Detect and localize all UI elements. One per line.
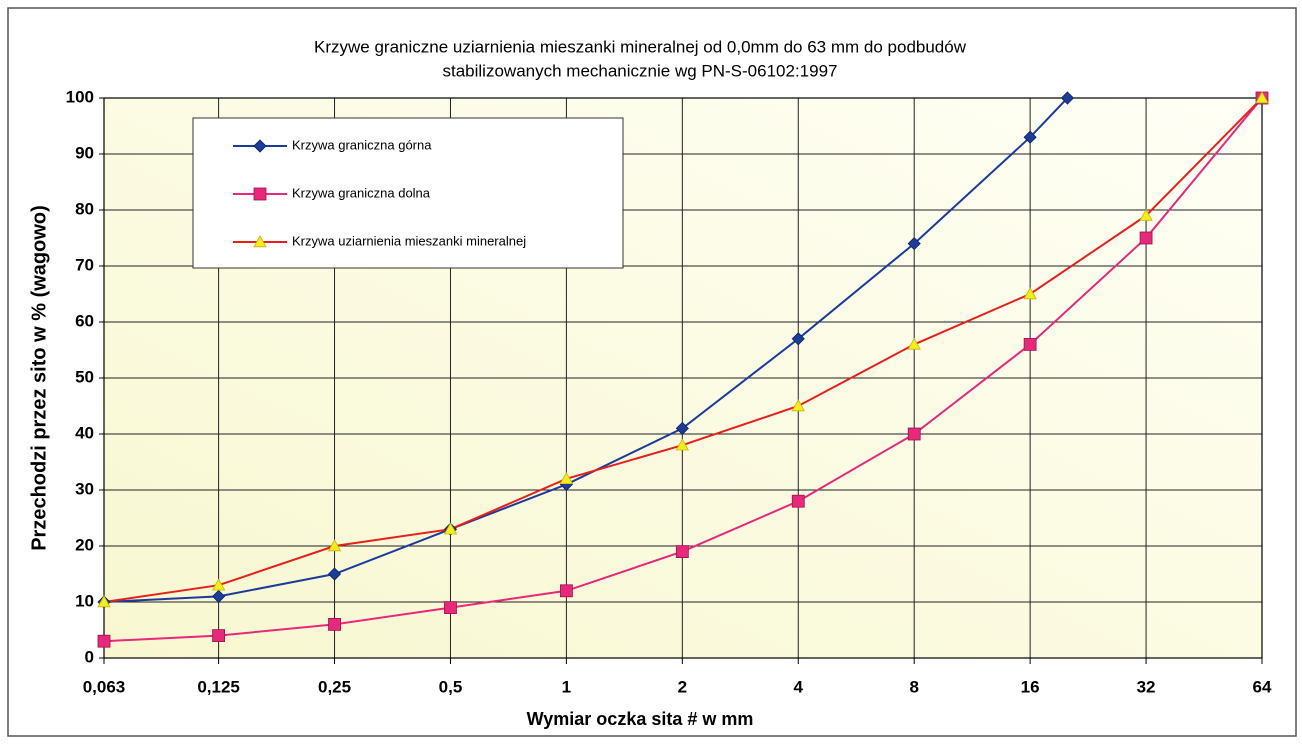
point <box>1023 130 1037 144</box>
point <box>675 438 690 451</box>
x-axis-label: Wymiar oczka sita # w mm <box>527 709 754 729</box>
legend-marker <box>253 235 267 248</box>
y-tick-label: 70 <box>75 255 94 274</box>
chart-title: Krzywe graniczne uziarnienia mieszanki m… <box>314 37 967 56</box>
point <box>1255 91 1269 104</box>
x-tick-label: 16 <box>1021 677 1040 696</box>
legend-label: Krzywa uziarnienia mieszanki mineralnej <box>292 233 526 248</box>
point <box>791 399 805 412</box>
y-tick-label: 0 <box>85 647 94 666</box>
point <box>1139 231 1153 245</box>
y-tick-label: 10 <box>75 591 94 610</box>
legend-marker <box>253 139 267 153</box>
legend-marker <box>253 187 267 201</box>
x-tick-label: 32 <box>1137 677 1156 696</box>
x-tick-label: 1 <box>562 677 571 696</box>
y-tick-label: 30 <box>75 479 94 498</box>
point <box>328 618 341 631</box>
x-tick-label: 0,125 <box>197 677 240 696</box>
legend-label: Krzywa graniczna górna <box>292 137 432 152</box>
point <box>675 421 689 435</box>
point <box>212 589 226 603</box>
point <box>907 427 921 441</box>
x-tick-label: 4 <box>794 677 804 696</box>
point <box>560 584 573 598</box>
point <box>97 595 111 608</box>
point <box>443 522 458 535</box>
point <box>97 634 111 648</box>
point <box>907 237 921 251</box>
series-line <box>104 98 1069 603</box>
point <box>675 545 689 558</box>
point <box>327 539 342 552</box>
y-tick-label: 20 <box>75 535 94 554</box>
x-tick-label: 2 <box>678 677 687 696</box>
x-tick-label: 0,5 <box>439 677 463 696</box>
x-tick-label: 64 <box>1253 677 1272 696</box>
point <box>212 629 226 642</box>
point <box>791 494 805 508</box>
point <box>1139 208 1153 221</box>
legend-label: Krzywa graniczna dolna <box>292 185 431 200</box>
y-tick-label: 90 <box>75 143 94 162</box>
point <box>791 332 805 346</box>
x-tick-label: 0,25 <box>318 677 351 696</box>
point <box>211 578 226 591</box>
x-tick-label: 8 <box>909 677 918 696</box>
y-tick-label: 80 <box>75 199 94 218</box>
point <box>1060 91 1075 105</box>
point <box>1023 287 1037 300</box>
x-tick-label: 0,063 <box>83 677 126 696</box>
y-tick-label: 50 <box>75 367 94 386</box>
point <box>444 601 457 614</box>
point <box>327 567 342 581</box>
y-tick-label: 40 <box>75 423 94 442</box>
y-axis-label: Przechodzi przez sito w % (wagowo) <box>28 205 50 551</box>
point <box>907 337 921 350</box>
point <box>559 471 574 485</box>
chart-title: stabilizowanych mechanicznie wg PN-S-061… <box>443 61 838 80</box>
y-tick-label: 100 <box>66 87 94 106</box>
plot-border <box>103 97 1263 659</box>
y-tick-label: 60 <box>75 311 94 330</box>
point <box>1023 337 1037 351</box>
